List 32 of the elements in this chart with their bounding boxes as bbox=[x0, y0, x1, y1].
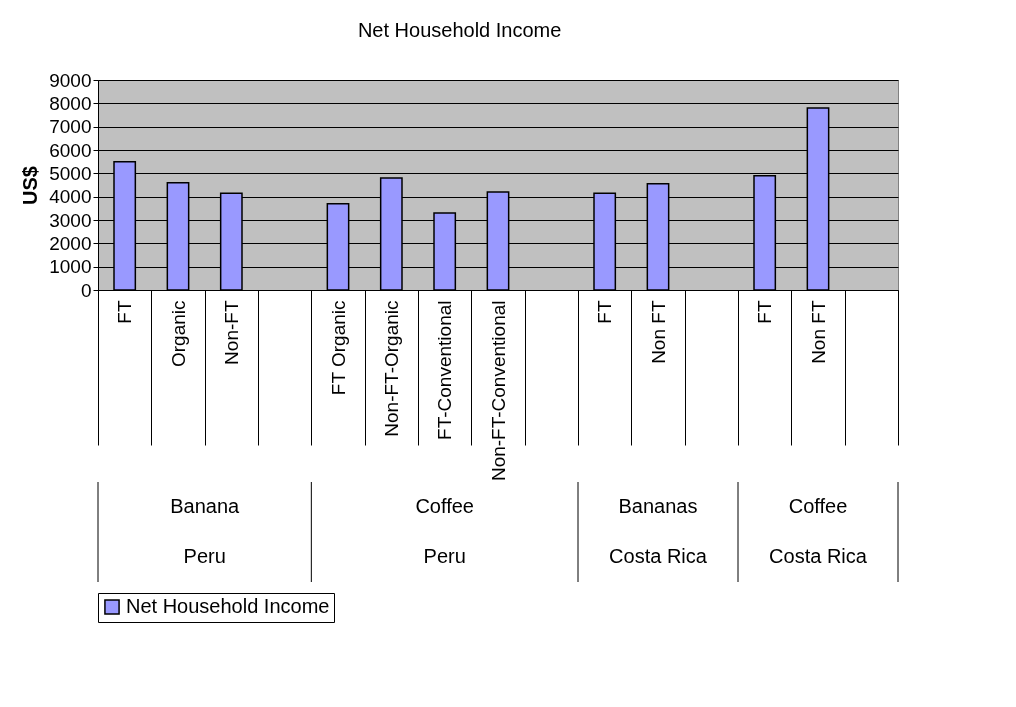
x-tick-label: FT bbox=[754, 300, 776, 324]
x-tick-label: FT-Conventional bbox=[434, 300, 456, 440]
y-tick-label: 9000 bbox=[49, 69, 92, 91]
text: Peru bbox=[423, 545, 466, 567]
y-tick-label: 1000 bbox=[49, 256, 92, 278]
text: Bananas bbox=[618, 495, 698, 517]
x-tick-label: Non-FT-Conventional bbox=[487, 300, 509, 482]
text: Peru bbox=[183, 545, 226, 567]
y-tick-label: 4000 bbox=[49, 186, 92, 208]
text: Costa Rica bbox=[769, 545, 868, 567]
x-tick-label: Non-FT bbox=[220, 300, 242, 365]
x-tick-label: FT bbox=[594, 300, 616, 324]
y-axis-title: US$ bbox=[19, 166, 42, 205]
y-tick-label: 7000 bbox=[49, 116, 92, 138]
y-tick-label: 8000 bbox=[49, 92, 92, 114]
x-tick-label: Organic bbox=[167, 300, 189, 368]
x-tick-label: FT bbox=[114, 300, 136, 324]
text: Banana bbox=[170, 495, 241, 517]
y-tick-label: 3000 bbox=[49, 209, 92, 231]
x-tick-label: Non FT bbox=[807, 300, 829, 364]
y-tick-label: 6000 bbox=[49, 139, 92, 161]
x-tick-label: Non FT bbox=[647, 300, 669, 364]
x-tick-label: Non-FT-Organic bbox=[380, 300, 402, 437]
y-tick-label: 0 bbox=[80, 279, 92, 301]
text: Coffee bbox=[788, 495, 848, 517]
text: Costa Rica bbox=[609, 545, 708, 567]
chart-title: Net Household Income bbox=[357, 18, 562, 41]
legend-label: Net Household Income bbox=[126, 595, 330, 617]
y-tick-label: 5000 bbox=[49, 162, 92, 184]
text: Coffee bbox=[415, 495, 474, 517]
x-tick-label: FT Organic bbox=[327, 300, 349, 396]
y-tick-label: 2000 bbox=[49, 232, 92, 254]
